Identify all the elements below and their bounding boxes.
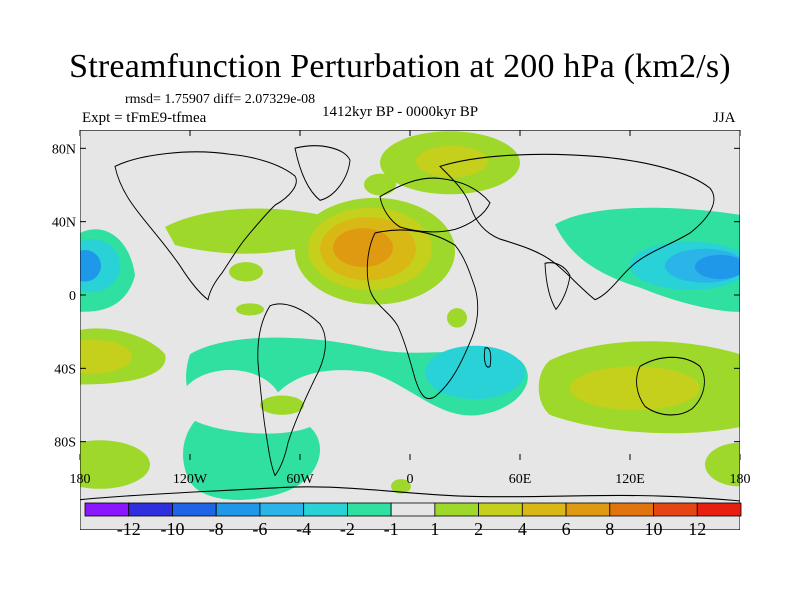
contour-s-atlantic-high	[260, 395, 304, 415]
expt-label: Expt = tFmE9-tfmea	[82, 110, 207, 126]
contour-australia-high-4	[570, 366, 700, 410]
period-label: 1412kyr BP - 0000kyr BP	[322, 104, 479, 120]
coastline-asia	[439, 153, 715, 301]
contour-se-pacific-2	[705, 442, 740, 487]
contour-europe-small	[364, 173, 396, 196]
y-tick-label: 0	[69, 289, 76, 304]
contour-small-2	[236, 303, 264, 316]
coastline-africa	[366, 229, 479, 400]
y-tick-label: 80N	[52, 142, 76, 157]
contour-southern-lower-band	[183, 420, 320, 500]
coastline-india	[544, 262, 571, 311]
contour-small-1	[229, 262, 263, 282]
coastline-madagascar	[483, 347, 492, 368]
contour-fills	[80, 131, 740, 500]
contour-small-3	[447, 308, 467, 328]
contour-s-africa-neg2	[425, 345, 525, 400]
contour-e-pacific-neg4	[80, 250, 101, 282]
coastline-europe	[379, 177, 491, 233]
coastline-south-america	[257, 303, 326, 477]
contour-s-pacific-high-4	[80, 339, 132, 374]
y-tick-label: 40S	[54, 362, 76, 377]
coastline-greenland	[294, 145, 351, 201]
contour-north-europe-4	[416, 145, 488, 178]
map-plot	[80, 130, 740, 530]
coastlines	[80, 145, 740, 502]
coastline-australia	[636, 356, 705, 416]
coastline-north-america	[114, 151, 297, 301]
stats-label: rmsd= 1.75907 diff= 2.07329e-08	[125, 92, 316, 107]
contour-africa-8	[333, 228, 393, 267]
y-tick-label: 40N	[52, 216, 76, 231]
contour-s-left-blob	[80, 440, 150, 489]
season-label: JJA	[713, 110, 736, 126]
map-background	[80, 130, 740, 530]
figure-title: Streamfunction Perturbation at 200 hPa (…	[69, 48, 731, 85]
coastline-antarctica	[80, 486, 740, 502]
y-tick-label: 80S	[54, 436, 76, 451]
contour-w-pacific-neg6	[695, 254, 740, 280]
contour-antarctic-small	[391, 479, 411, 494]
